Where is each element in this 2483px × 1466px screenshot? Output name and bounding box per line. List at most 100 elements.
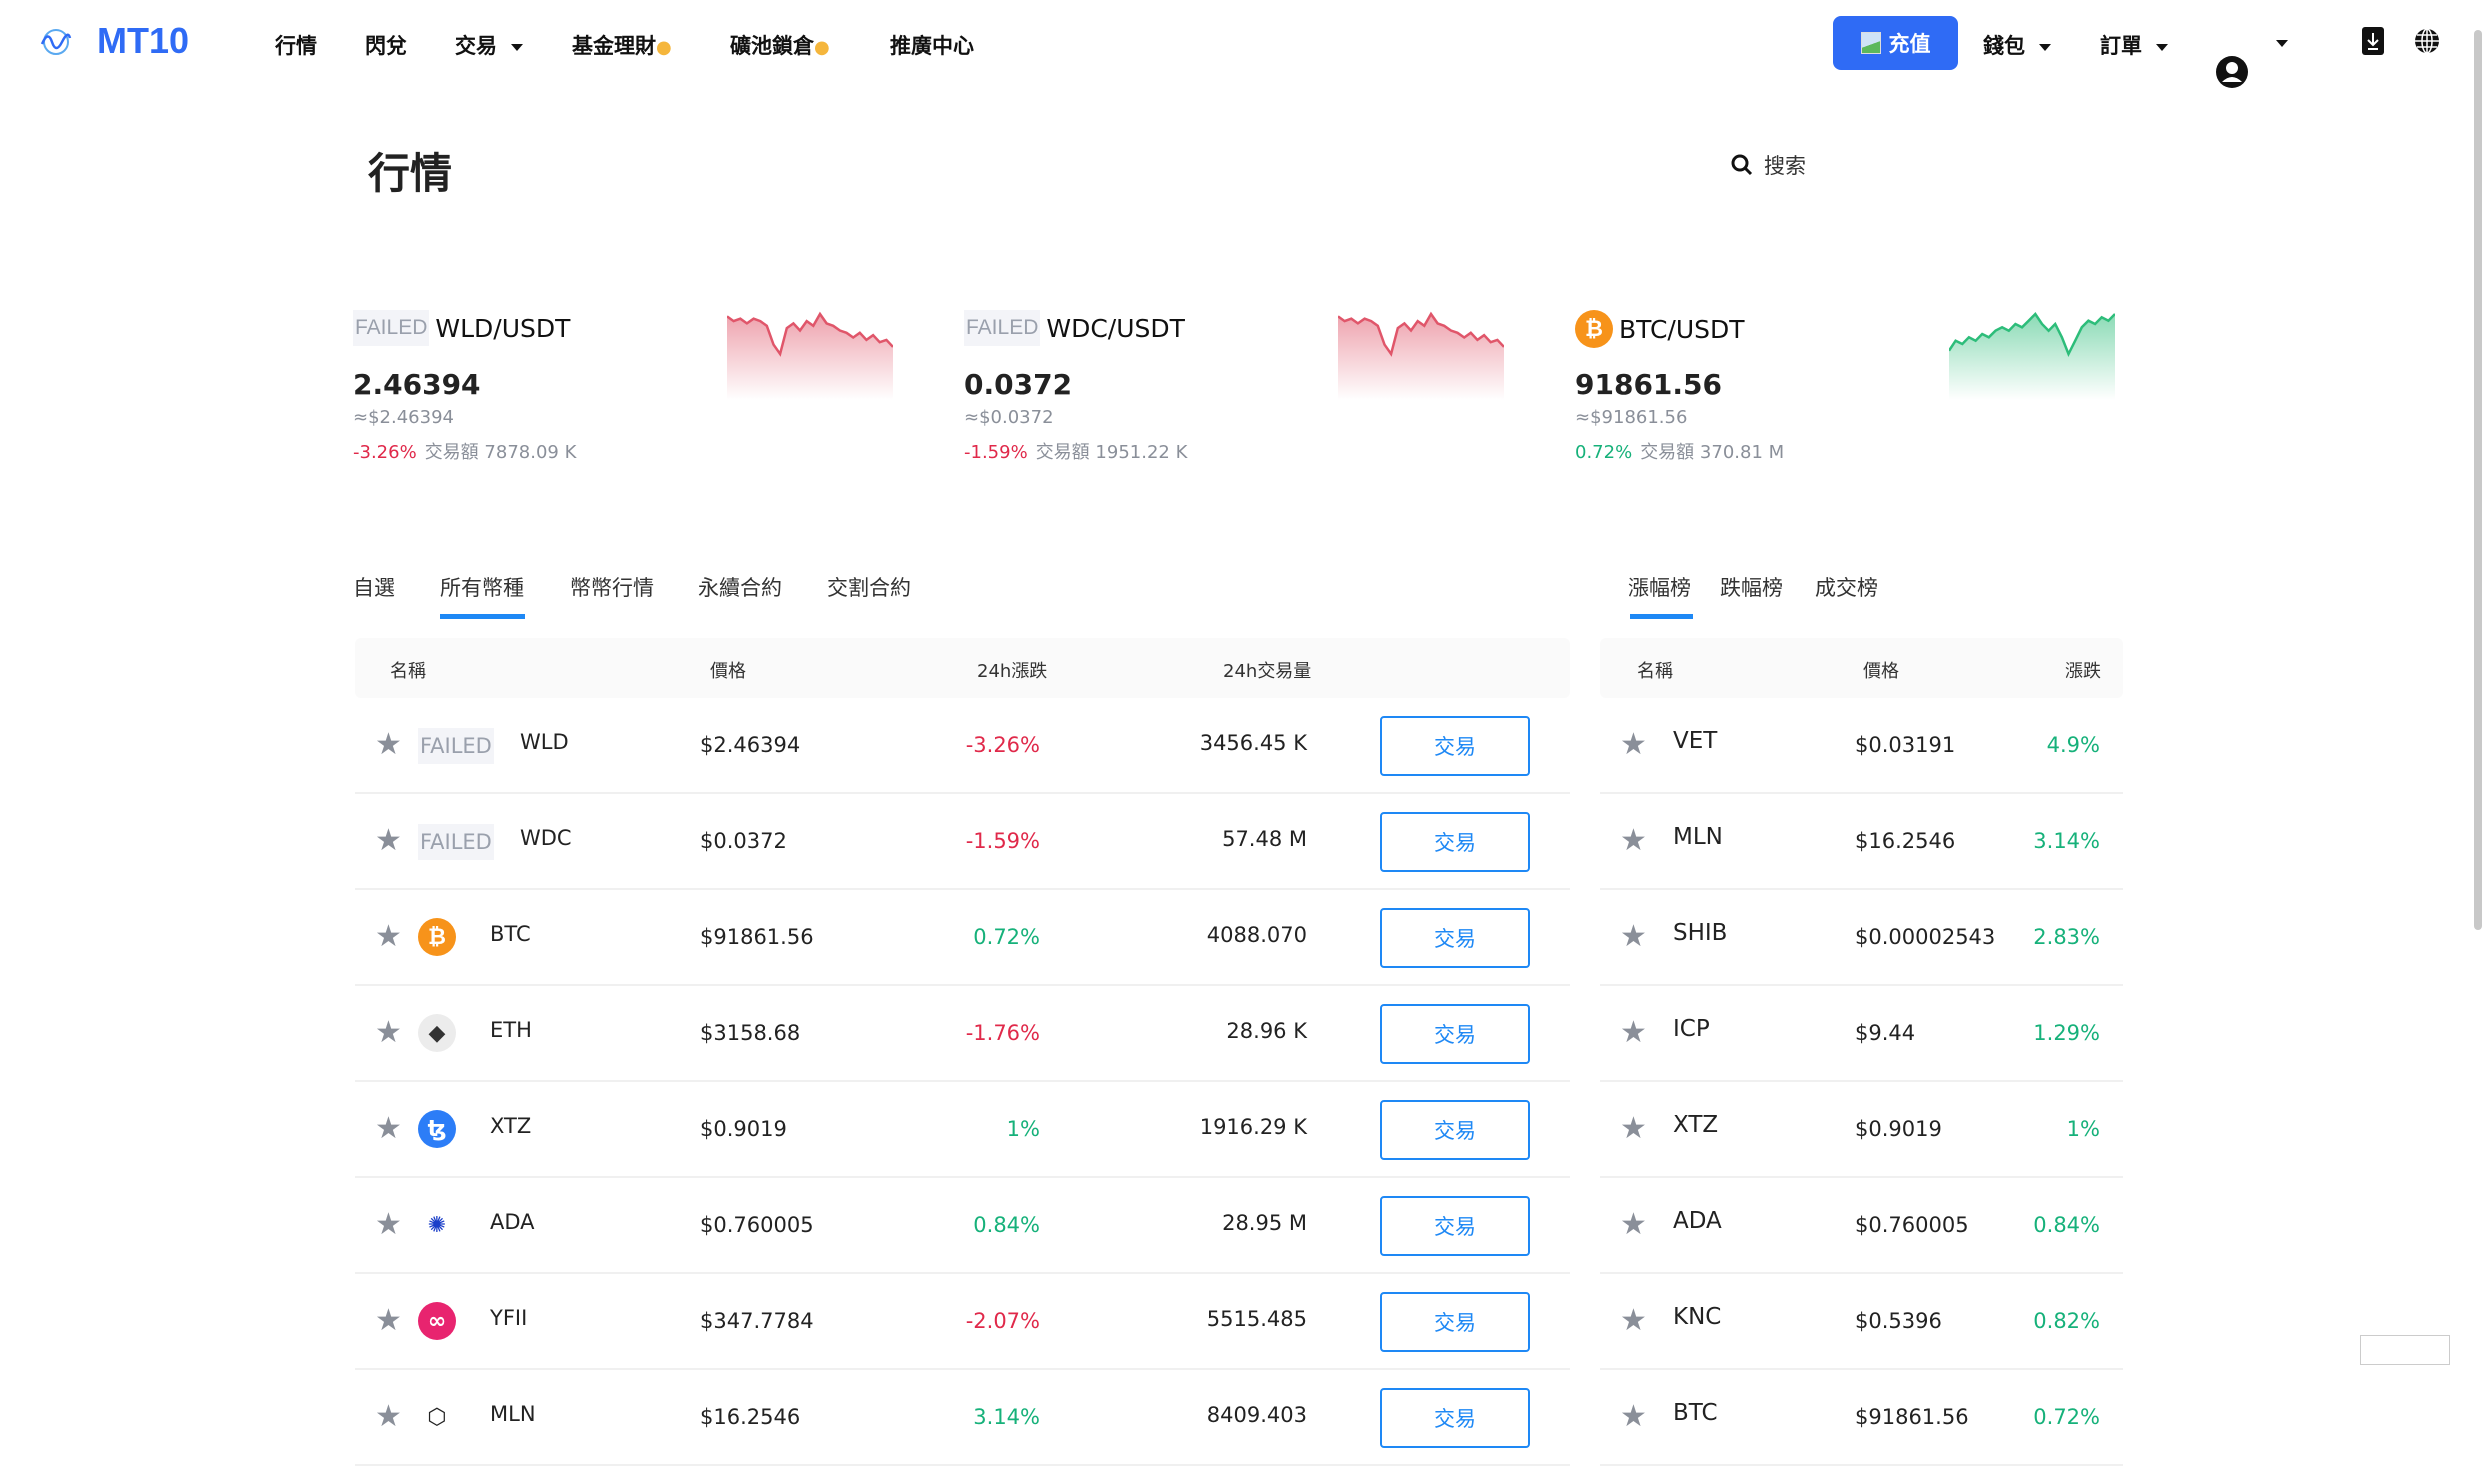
favorite-star-icon[interactable]: ★ [1620, 727, 1647, 762]
table-row[interactable]: ★ ◆ ETH $3158.68 -1.76% 28.96 K 交易 [355, 986, 1570, 1082]
favorite-star-icon[interactable]: ★ [375, 1303, 402, 1338]
trade-button[interactable]: 交易 [1380, 908, 1530, 968]
trade-button[interactable]: 交易 [1380, 1388, 1530, 1448]
orders-menu[interactable]: 訂單 [2100, 30, 2168, 60]
search-button[interactable]: 搜索 [1730, 150, 1806, 180]
user-caret-icon[interactable] [2276, 40, 2288, 47]
favorite-star-icon[interactable]: ★ [1620, 1399, 1647, 1434]
card-price: 91861.56 [1575, 368, 1723, 401]
table-row[interactable]: ★ ∞ YFII $347.7784 -2.07% 5515.485 交易 [355, 1274, 1570, 1370]
coin-volume: 3456.45 K [1199, 731, 1307, 755]
header-change: 24h漲跌 [977, 661, 1048, 682]
coin-change: 1% [1006, 1117, 1040, 1141]
tab-0[interactable]: 漲幅榜 [1628, 576, 1691, 600]
trade-button[interactable]: 交易 [1380, 1004, 1530, 1064]
coin-price: $0.00002543 [1855, 925, 1996, 949]
header-name: 名稱 [1637, 661, 1673, 682]
logo-text[interactable]: MT10 [97, 20, 190, 61]
coin-symbol: ADA [1673, 1208, 1722, 1234]
market-card[interactable]: FAILED WLD/USDT 2.46394 ≈$2.46394 -3.26% 交易額 … [353, 300, 953, 480]
scrollbar[interactable] [2474, 30, 2482, 930]
market-card[interactable]: ₿ BTC/USDT 91861.56 ≈$91861.56 0.72% 交易額 370.… [1575, 300, 2175, 480]
nav-promotion[interactable]: 推廣中心 [890, 30, 974, 60]
coin-price: $91861.56 [700, 925, 814, 949]
favorite-star-icon[interactable]: ★ [1620, 823, 1647, 858]
card-head: FAILED WLD/USDT [353, 310, 570, 346]
coin-change: 2.83% [2033, 925, 2100, 949]
tab-2[interactable]: 幣幣行情 [570, 576, 654, 600]
broken-image [2360, 1335, 2450, 1365]
coin-change: 0.84% [2033, 1213, 2100, 1237]
table-row[interactable]: ★ ꜩ XTZ $0.9019 1% 1916.29 K 交易 [355, 1082, 1570, 1178]
failed-image-icon: FAILED [418, 728, 494, 764]
favorite-star-icon[interactable]: ★ [375, 1111, 402, 1146]
download-icon[interactable] [2362, 27, 2384, 59]
favorite-star-icon[interactable]: ★ [1620, 1111, 1647, 1146]
market-card[interactable]: FAILED WDC/USDT 0.0372 ≈$0.0372 -1.59% 交易額 19… [964, 300, 1564, 480]
rank-row[interactable]: ★ ICP $9.44 1.29% [1600, 986, 2123, 1082]
favorite-star-icon[interactable]: ★ [375, 823, 402, 858]
nav-label: 推廣中心 [890, 34, 974, 58]
header-price: 價格 [1863, 661, 1899, 682]
user-avatar-icon[interactable] [2215, 55, 2249, 93]
table-row[interactable]: ★ FAILED WLD $2.46394 -3.26% 3456.45 K 交易 [355, 698, 1570, 794]
tab-1[interactable]: 跌幅榜 [1720, 576, 1783, 600]
card-volume-label: 交易額 [1640, 442, 1700, 463]
table-row[interactable]: ★ FAILED WDC $0.0372 -1.59% 57.48 M 交易 [355, 794, 1570, 890]
trade-button[interactable]: 交易 [1380, 1100, 1530, 1160]
card-pair: BTC/USDT [1619, 314, 1745, 344]
coin-price: $91861.56 [1855, 1405, 1969, 1429]
coin-symbol: WDC [520, 826, 572, 850]
favorite-star-icon[interactable]: ★ [375, 1399, 402, 1434]
globe-icon[interactable] [2413, 27, 2441, 59]
nav-label: 行情 [275, 34, 317, 58]
rank-row[interactable]: ★ XTZ $0.9019 1% [1600, 1082, 2123, 1178]
favorite-star-icon[interactable]: ★ [1620, 1207, 1647, 1242]
failed-image-icon: FAILED [353, 310, 430, 346]
rank-row[interactable]: ★ VET $0.03191 4.9% [1600, 698, 2123, 794]
card-pair: WLD/USDT [435, 313, 571, 343]
coin-change: 3.14% [973, 1405, 1040, 1429]
card-change: -1.59% [964, 442, 1028, 463]
table-row[interactable]: ★ ⬡ MLN $16.2546 3.14% 8409.403 交易 [355, 1370, 1570, 1466]
favorite-star-icon[interactable]: ★ [375, 1015, 402, 1050]
favorite-star-icon[interactable]: ★ [375, 919, 402, 954]
coin-change: 0.72% [973, 925, 1040, 949]
coin-symbol: ETH [490, 1018, 532, 1042]
favorite-star-icon[interactable]: ★ [1620, 1015, 1647, 1050]
rank-row[interactable]: ★ KNC $0.5396 0.82% [1600, 1274, 2123, 1370]
recharge-button[interactable]: 充值 [1833, 16, 1958, 70]
favorite-star-icon[interactable]: ★ [375, 1207, 402, 1242]
wallet-menu[interactable]: 錢包 [1983, 30, 2051, 60]
favorite-star-icon[interactable]: ★ [1620, 1303, 1647, 1338]
trade-button[interactable]: 交易 [1380, 1196, 1530, 1256]
nav-fund[interactable]: 基金理財● [572, 30, 672, 60]
tab-4[interactable]: 交割合約 [827, 576, 911, 600]
nav-swap[interactable]: 閃兌 [365, 30, 407, 60]
coin-symbol: SHIB [1673, 920, 1728, 946]
nav-trade[interactable]: 交易 [455, 30, 523, 60]
coin-price: $0.9019 [700, 1117, 787, 1141]
rank-row[interactable]: ★ ADA $0.760005 0.84% [1600, 1178, 2123, 1274]
table-row[interactable]: ★ ✺ ADA $0.760005 0.84% 28.95 M 交易 [355, 1178, 1570, 1274]
tab-3[interactable]: 永續合約 [698, 576, 782, 600]
rank-row[interactable]: ★ BTC $91861.56 0.72% [1600, 1370, 2123, 1466]
favorite-star-icon[interactable]: ★ [375, 727, 402, 762]
trade-button[interactable]: 交易 [1380, 1292, 1530, 1352]
coin-change: 0.84% [973, 1213, 1040, 1237]
table-row[interactable]: ★ ₿ BTC $91861.56 0.72% 4088.070 交易 [355, 890, 1570, 986]
tab-2[interactable]: 成交榜 [1815, 576, 1878, 600]
favorite-star-icon[interactable]: ★ [1620, 919, 1647, 954]
coin-price: $2.46394 [700, 733, 801, 757]
rank-row[interactable]: ★ MLN $16.2546 3.14% [1600, 794, 2123, 890]
trade-button[interactable]: 交易 [1380, 716, 1530, 776]
coin-symbol: ADA [490, 1210, 535, 1234]
tab-1[interactable]: 所有幣種 [440, 576, 524, 600]
trade-button[interactable]: 交易 [1380, 812, 1530, 872]
logo-icon[interactable] [40, 28, 72, 60]
rank-row[interactable]: ★ SHIB $0.00002543 2.83% [1600, 890, 2123, 986]
coin-change: 1.29% [2033, 1021, 2100, 1045]
nav-pool[interactable]: 礦池鎖倉● [730, 30, 830, 60]
nav-market[interactable]: 行情 [275, 30, 317, 60]
tab-0[interactable]: 自選 [353, 576, 395, 600]
